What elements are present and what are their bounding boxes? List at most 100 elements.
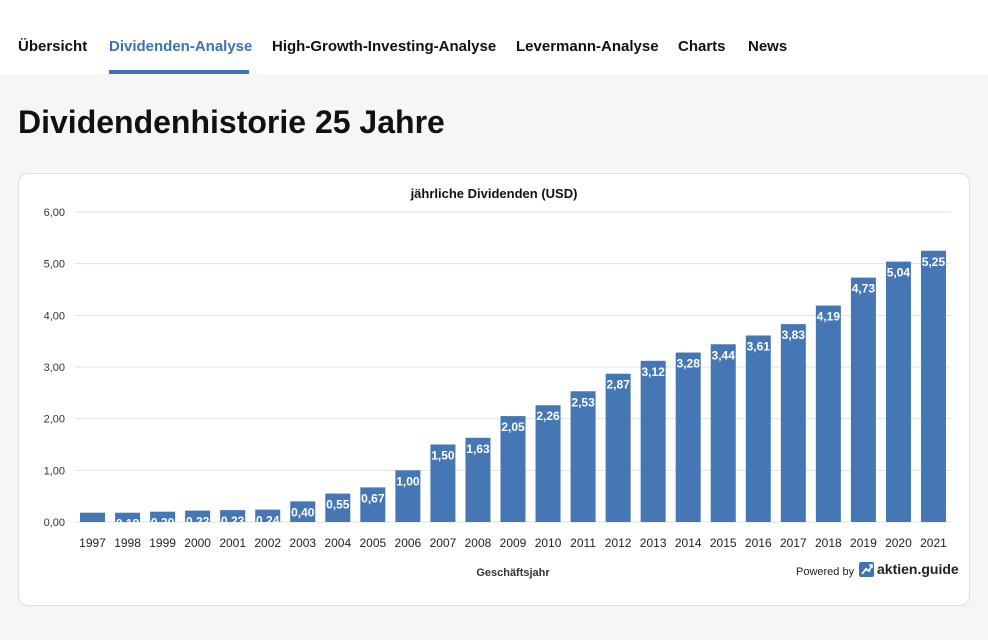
data-label-2016: 3,61 bbox=[747, 339, 771, 353]
x-tick-label: 2014 bbox=[675, 536, 702, 550]
dividend-chart-card bbox=[18, 173, 970, 606]
data-label-2004: 0,55 bbox=[326, 498, 350, 512]
x-tick-label: 2001 bbox=[219, 536, 246, 550]
data-label-2015: 3,44 bbox=[712, 348, 736, 362]
data-label-2010: 2,26 bbox=[536, 409, 560, 423]
x-tick-label: 2007 bbox=[430, 536, 457, 550]
tab-high-growth-investing-analyse[interactable]: High-Growth-Investing-Analyse bbox=[272, 38, 497, 55]
x-tick-label: 2004 bbox=[324, 536, 351, 550]
tab-levermann-analyse[interactable]: Levermann-Analyse bbox=[516, 38, 659, 55]
bar-2009[interactable] bbox=[500, 416, 526, 522]
data-label-2019: 4,73 bbox=[852, 282, 876, 296]
data-label-2000: 0,22 bbox=[186, 515, 210, 529]
x-tick-label: 2002 bbox=[254, 536, 281, 550]
tab-news[interactable]: News bbox=[748, 38, 788, 55]
data-label-2014: 3,28 bbox=[677, 357, 701, 371]
bar-2011[interactable] bbox=[570, 391, 596, 522]
data-label-2008: 1,63 bbox=[466, 442, 490, 456]
x-tick-label: 2015 bbox=[710, 536, 737, 550]
brand-name[interactable]: aktien.guide bbox=[877, 561, 959, 577]
chart-title: jährliche Dividenden (USD) bbox=[410, 186, 578, 201]
data-label-2009: 2,05 bbox=[501, 420, 525, 434]
y-tick-label: 1,00 bbox=[44, 465, 65, 477]
x-tick-label: 2019 bbox=[850, 536, 877, 550]
y-tick-label: 3,00 bbox=[44, 362, 65, 374]
y-tick-label: 6,00 bbox=[44, 207, 65, 219]
tab-dividenden-analyse[interactable]: Dividenden-Analyse bbox=[109, 38, 253, 55]
chart-data-labels: 0,18 0,20 0,22 0,23 0,24 0,40 0,55 0,67 1,00 1,50… bbox=[116, 255, 946, 531]
x-tick-label: 2006 bbox=[395, 536, 422, 550]
x-tick-label: 2009 bbox=[500, 536, 527, 550]
bar-2019[interactable] bbox=[850, 277, 876, 522]
powered-by-text: Powered by bbox=[796, 566, 855, 578]
data-label-1999: 0,20 bbox=[151, 516, 175, 530]
data-label-2002: 0,24 bbox=[256, 514, 280, 528]
x-tick-label: 2005 bbox=[359, 536, 386, 550]
y-tick-label: 2,00 bbox=[44, 414, 65, 426]
data-label-2018: 4,19 bbox=[817, 310, 841, 324]
x-tick-label: 2011 bbox=[570, 536, 596, 550]
chart-y-axis: 0,00 1,00 2,00 3,00 4,00 5,00 6,00 bbox=[44, 207, 65, 529]
tab-uebersicht[interactable]: Übersicht bbox=[18, 38, 88, 55]
data-label-2013: 3,12 bbox=[641, 365, 665, 379]
x-tick-label: 2003 bbox=[289, 536, 316, 550]
data-label-2021: 5,25 bbox=[922, 255, 946, 269]
data-label-2007: 1,50 bbox=[431, 449, 455, 463]
y-tick-label: 4,00 bbox=[44, 310, 65, 322]
x-tick-label: 2020 bbox=[885, 536, 912, 550]
data-label-2017: 3,83 bbox=[782, 328, 806, 342]
bar-2014[interactable] bbox=[675, 352, 701, 522]
x-tick-label: 2017 bbox=[780, 536, 807, 550]
bar-2007[interactable] bbox=[430, 444, 456, 523]
y-tick-label: 5,00 bbox=[44, 259, 65, 271]
page-title: Dividendenhistorie 25 Jahre bbox=[18, 104, 445, 140]
bar-2008[interactable] bbox=[465, 437, 491, 522]
bar-2012[interactable] bbox=[605, 373, 631, 522]
bar-2002[interactable] bbox=[255, 509, 281, 522]
x-axis-label: Geschäftsjahr bbox=[476, 567, 550, 579]
bar-2018[interactable] bbox=[815, 305, 841, 522]
data-label-2001: 0,23 bbox=[221, 514, 245, 528]
data-label-2012: 2,87 bbox=[606, 378, 630, 392]
bar-2020[interactable] bbox=[885, 261, 911, 522]
x-tick-label: 2016 bbox=[745, 536, 772, 550]
bar-1999[interactable] bbox=[150, 511, 176, 522]
data-label-2020: 5,04 bbox=[887, 266, 911, 280]
bar-2005[interactable] bbox=[360, 487, 386, 522]
top-navigation: Übersicht Dividenden-Analyse High-Growth… bbox=[0, 0, 988, 74]
bar-2000[interactable] bbox=[185, 510, 211, 522]
data-label-2006: 1,00 bbox=[396, 474, 420, 488]
bar-2004[interactable] bbox=[325, 493, 351, 522]
data-label-2005: 0,67 bbox=[361, 491, 385, 505]
x-tick-label: 2008 bbox=[465, 536, 492, 550]
y-tick-label: 0,00 bbox=[44, 517, 65, 529]
data-label-1998: 0,18 bbox=[116, 517, 140, 531]
chart-bars bbox=[80, 250, 946, 523]
x-tick-label: 1998 bbox=[114, 536, 141, 550]
bar-2010[interactable] bbox=[535, 405, 561, 522]
tab-charts[interactable]: Charts bbox=[678, 38, 726, 55]
bar-1997[interactable] bbox=[80, 512, 106, 522]
bar-2017[interactable] bbox=[780, 324, 806, 522]
x-tick-label: 2000 bbox=[184, 536, 211, 550]
x-tick-label: 2013 bbox=[640, 536, 667, 550]
bar-1998[interactable] bbox=[115, 512, 141, 522]
bar-2003[interactable] bbox=[290, 501, 316, 522]
chart-trend-up-icon[interactable] bbox=[859, 562, 874, 577]
x-tick-label: 2018 bbox=[815, 536, 842, 550]
data-label-2011: 2,53 bbox=[571, 395, 595, 409]
bar-2013[interactable] bbox=[640, 360, 666, 522]
bar-2021[interactable] bbox=[920, 250, 946, 522]
x-tick-label: 1999 bbox=[149, 536, 176, 550]
x-tick-label: 2021 bbox=[920, 536, 947, 550]
bar-2001[interactable] bbox=[220, 510, 246, 522]
bar-2016[interactable] bbox=[745, 335, 771, 522]
x-tick-label: 2010 bbox=[535, 536, 562, 550]
bar-2006[interactable] bbox=[395, 470, 421, 522]
x-tick-label: 1997 bbox=[79, 536, 106, 550]
x-tick-label: 2012 bbox=[605, 536, 632, 550]
bar-2015[interactable] bbox=[710, 344, 736, 522]
data-label-2003: 0,40 bbox=[291, 505, 315, 519]
chart-x-axis: 1997 1998 1999 2000 2001 2002 2003 2004 2005 2006… bbox=[79, 536, 947, 550]
